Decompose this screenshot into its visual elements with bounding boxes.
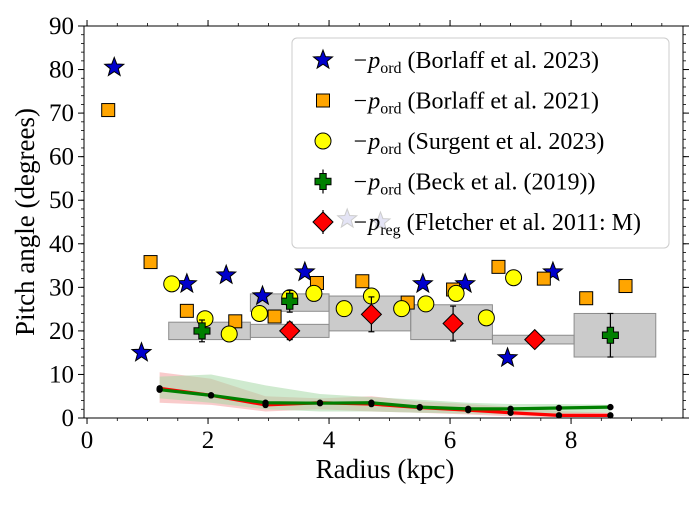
trend-line-1-point: [262, 399, 269, 406]
legend-entry-4: −preg (Fletcher et al. 2011: M): [352, 210, 641, 239]
y-tick-label: 10: [49, 361, 74, 388]
star-point-0-1: [130, 341, 153, 362]
square-point-2-3: [228, 314, 243, 329]
y-tick-label: 70: [49, 100, 74, 127]
x-tick-label: 6: [444, 427, 457, 454]
trend-line-1-point: [316, 399, 324, 407]
star-point-0-2: [175, 272, 198, 294]
y-tick-label: 30: [49, 274, 74, 301]
x-tick-label: 0: [81, 427, 94, 454]
circle-point-3-10: [447, 284, 465, 302]
square-point-2-12: [618, 279, 633, 294]
legend: −pord (Borlaff et al. 2023) −pord (Borlaf…: [291, 37, 670, 249]
circle-point-3-11: [477, 309, 495, 327]
circle-point-3-5: [305, 284, 323, 302]
trend-line-1-point: [207, 392, 215, 399]
star-point-0-3: [215, 263, 238, 285]
legend-marker-plus: [314, 173, 332, 190]
star-point-0-4: [251, 284, 274, 306]
square-point-2-4: [267, 309, 282, 324]
trend-line-1-point: [507, 405, 514, 413]
square-point-2-11: [579, 291, 594, 306]
legend-entry-3: −pord (Beck et al. (2019)): [352, 170, 595, 199]
star-point-0-8: [496, 346, 519, 368]
x-axis-label: Radius (kpc): [316, 454, 455, 484]
legend-box: [291, 37, 670, 249]
legend-entry-2: −pord (Surgent et al. 2023): [352, 129, 604, 158]
x-tick-label: 4: [323, 427, 336, 454]
square-point-2-6: [355, 274, 370, 289]
circle-point-3-6: [335, 300, 353, 318]
circle-point-3-8: [393, 300, 411, 318]
trend-line-1-point: [416, 403, 424, 411]
y-tick-label: 20: [49, 318, 74, 345]
star-point-0-5: [293, 260, 316, 282]
legend-entry-1: −pord (Borlaff et al. 2021): [352, 89, 599, 118]
circle-point-3-0: [163, 275, 181, 293]
diamond-point-5-3: [524, 328, 546, 351]
trend-line-1-point: [607, 403, 614, 411]
trend-line-1-point: [156, 386, 163, 393]
square-point-2-10: [536, 271, 551, 286]
plus-point-4-1: [281, 292, 299, 310]
y-tick-label: 60: [49, 144, 74, 171]
trend-lines: [156, 385, 614, 419]
diamond-point-5-1: [360, 303, 383, 326]
legend-marker-diamond: [312, 211, 334, 233]
y-axis-label: Pitch angle (degrees): [10, 108, 40, 336]
trend-line-1: [159, 388, 611, 411]
diamond-point-5-2: [442, 312, 464, 335]
plot-frame: [83, 25, 684, 419]
square-point-2-1: [143, 255, 158, 270]
y-tick-label: 50: [49, 187, 74, 214]
circle-point-3-12: [505, 269, 523, 287]
circle-point-3-9: [417, 295, 435, 313]
legend-marker-square: [316, 93, 330, 108]
data-points: [101, 55, 633, 368]
y-tick-label: 80: [49, 57, 74, 84]
square-point-2-2: [179, 303, 194, 318]
circle-point-3-2: [220, 325, 238, 343]
circle-point-3-3: [250, 304, 268, 322]
trend-line-0-point: [555, 412, 563, 419]
diamond-point-5-0: [279, 320, 301, 342]
star-point-0-6: [411, 272, 434, 294]
plus-point-4-2: [601, 326, 619, 344]
star-point-0-0: [103, 55, 126, 77]
x-tick-label: 2: [202, 427, 215, 454]
y-tick-label: 0: [62, 405, 75, 432]
trend-line-1-point: [555, 404, 563, 412]
square-point-2-9: [491, 259, 506, 274]
shaded-box-6: [573, 312, 657, 358]
trend-line-1-point: [368, 399, 375, 406]
trend-line-0-point: [607, 412, 614, 419]
legend-marker-circle: [314, 132, 332, 150]
square-point-2-0: [101, 103, 116, 118]
star-point-0-7: [454, 272, 477, 294]
trend-line-1-point: [465, 405, 472, 413]
x-tick-label: 8: [565, 427, 578, 454]
legend-marker-star: [312, 48, 334, 70]
star-point-0-9: [542, 260, 564, 282]
y-tick-label: 40: [49, 231, 74, 258]
plus-point-4-0: [193, 322, 211, 340]
y-tick-label: 90: [49, 13, 74, 40]
legend-entry-0: −pord (Borlaff et al. 2023): [352, 48, 599, 77]
confidence-bands: [159, 372, 611, 418]
